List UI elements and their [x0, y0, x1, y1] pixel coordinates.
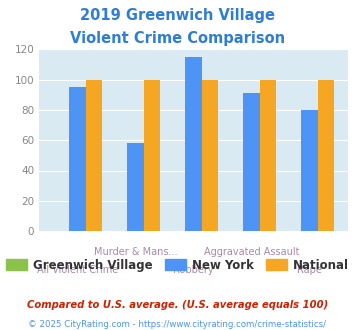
- Bar: [260, 80, 276, 231]
- Text: Robbery: Robbery: [173, 265, 214, 276]
- Bar: [69, 87, 86, 231]
- Bar: [185, 57, 202, 231]
- Bar: [127, 143, 143, 231]
- Bar: [143, 80, 160, 231]
- Legend: Greenwich Village, New York, National: Greenwich Village, New York, National: [1, 254, 354, 276]
- Text: Aggravated Assault: Aggravated Assault: [204, 248, 299, 257]
- Bar: [244, 93, 260, 231]
- Text: Rape: Rape: [297, 265, 322, 276]
- Bar: [202, 80, 218, 231]
- Text: Violent Crime Comparison: Violent Crime Comparison: [70, 31, 285, 46]
- Bar: [301, 110, 318, 231]
- Text: All Violent Crime: All Violent Crime: [37, 265, 118, 276]
- Text: 2019 Greenwich Village: 2019 Greenwich Village: [80, 8, 275, 23]
- Text: Murder & Mans...: Murder & Mans...: [94, 248, 177, 257]
- Bar: [318, 80, 334, 231]
- Text: © 2025 CityRating.com - https://www.cityrating.com/crime-statistics/: © 2025 CityRating.com - https://www.city…: [28, 320, 327, 329]
- Text: Compared to U.S. average. (U.S. average equals 100): Compared to U.S. average. (U.S. average …: [27, 300, 328, 310]
- Bar: [86, 80, 102, 231]
